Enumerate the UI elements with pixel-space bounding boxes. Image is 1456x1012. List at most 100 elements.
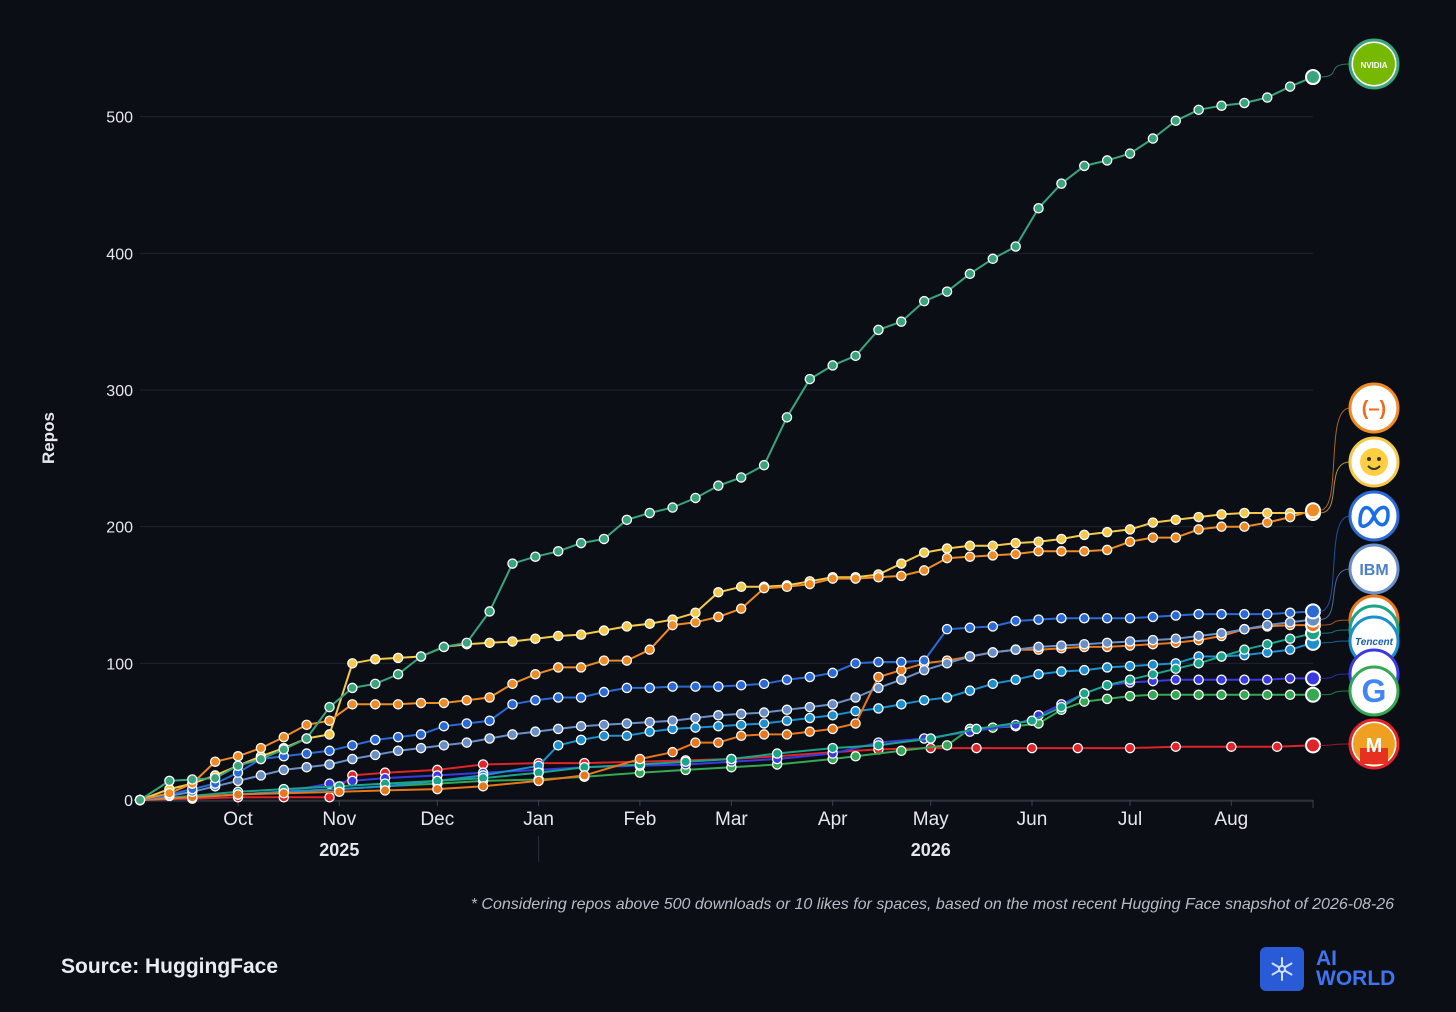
data-point (1271, 741, 1283, 752)
data-point (370, 749, 381, 761)
data-point (324, 792, 335, 803)
data-point (850, 350, 861, 362)
data-point (1216, 521, 1227, 532)
data-point (735, 719, 747, 731)
data-point (1193, 658, 1204, 669)
data-point (1262, 507, 1273, 519)
data-point (827, 360, 838, 371)
series-nvidia (134, 69, 1321, 806)
year-label: 2026 (911, 840, 951, 860)
data-point (941, 543, 953, 554)
data-point (1170, 663, 1182, 675)
data-point (1101, 679, 1113, 691)
series-ibm (134, 611, 1321, 806)
data-point (301, 748, 312, 759)
brand-line-2: WORLD (1316, 967, 1396, 990)
legend-connector (1319, 568, 1351, 621)
data-point (896, 570, 907, 582)
data-point (781, 412, 793, 423)
data-point (370, 734, 381, 746)
data-point (1216, 651, 1227, 662)
data-point (1239, 644, 1250, 655)
x-tick-label: Apr (818, 809, 848, 830)
data-point (735, 730, 747, 742)
logo-text: NVIDIA (1360, 61, 1387, 70)
data-point (379, 785, 391, 796)
data-point (1216, 674, 1227, 685)
data-point (1305, 603, 1321, 620)
data-point (941, 286, 953, 297)
data-point (758, 459, 770, 471)
data-point (1010, 615, 1021, 627)
data-point (1262, 619, 1273, 631)
data-point (690, 712, 701, 724)
data-point (690, 607, 701, 619)
data-point (575, 629, 587, 640)
data-point (804, 726, 816, 737)
data-point (552, 630, 564, 642)
logo-text: G (1362, 673, 1387, 709)
data-point (347, 699, 358, 710)
data-point (644, 716, 655, 728)
data-point (925, 733, 936, 744)
data-point (255, 753, 267, 765)
data-point (1216, 100, 1227, 111)
data-point (1170, 610, 1182, 621)
data-point (758, 707, 770, 718)
x-tick-label: Feb (624, 809, 657, 830)
data-point (1193, 608, 1204, 620)
x-tick-label: Nov (322, 809, 356, 830)
data-point (964, 622, 976, 634)
data-point (987, 621, 999, 632)
data-point (1010, 674, 1021, 685)
data-point (347, 740, 358, 751)
data-point (1056, 612, 1067, 624)
data-point (370, 678, 381, 690)
data-point (507, 699, 518, 710)
logo-face (1360, 448, 1388, 476)
data-point (1124, 674, 1136, 685)
data-point (1170, 115, 1182, 127)
data-point (804, 712, 816, 724)
data-point (461, 737, 472, 748)
data-point (301, 733, 312, 744)
data-point (941, 658, 953, 669)
data-point (713, 587, 724, 598)
data-point (621, 621, 633, 632)
grid-lines (140, 116, 1313, 801)
data-point (1226, 741, 1237, 752)
data-point (781, 715, 793, 726)
data-point (1072, 742, 1083, 754)
data-point (552, 723, 564, 735)
data-point (690, 492, 701, 504)
data-point (690, 737, 701, 748)
data-point (370, 699, 381, 710)
data-point (873, 682, 884, 694)
data-point (1216, 608, 1227, 620)
data-point (507, 678, 518, 690)
data-point (1170, 514, 1182, 526)
data-point (941, 552, 953, 564)
data-point (918, 694, 930, 706)
data-point (484, 606, 495, 617)
data-point (1170, 674, 1182, 685)
data-point (850, 658, 861, 669)
data-point (873, 703, 884, 714)
x-tick-label: Jul (1118, 809, 1142, 830)
snowflake-icon (1260, 947, 1304, 991)
data-point (1124, 524, 1136, 535)
data-point (1010, 548, 1021, 560)
data-point (530, 633, 541, 644)
data-point (850, 692, 861, 703)
data-point (438, 697, 450, 709)
data-point (598, 625, 610, 636)
data-point (438, 720, 450, 732)
data-point (164, 787, 175, 799)
data-point (644, 618, 655, 629)
data-point (438, 641, 450, 653)
data-point (1056, 533, 1067, 545)
data-point (1056, 546, 1067, 557)
alibaba-cloud-logo: (–) (1348, 382, 1400, 434)
brand-logo: AI WORLD (1260, 946, 1396, 992)
legend-connector (1319, 690, 1351, 696)
